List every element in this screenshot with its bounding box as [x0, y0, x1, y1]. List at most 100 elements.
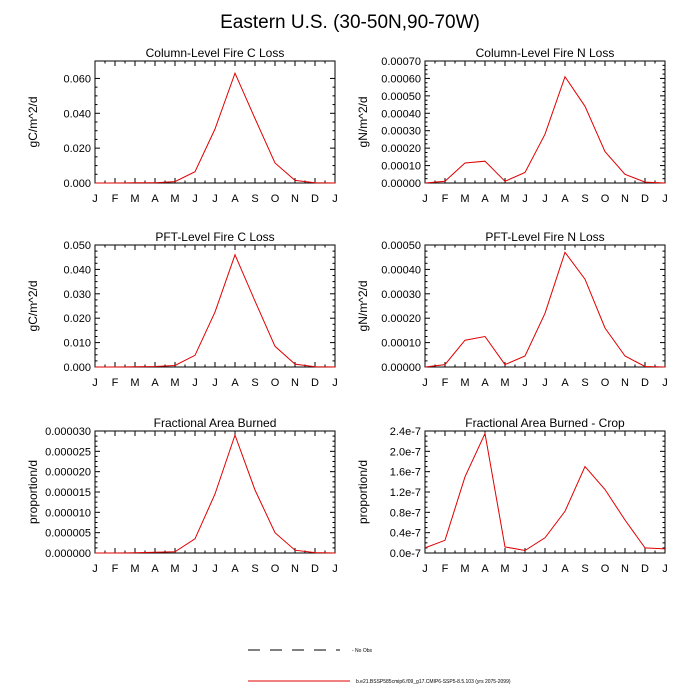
x-tick-label: M	[130, 563, 139, 575]
y-axis-label: proportion/d	[26, 460, 40, 524]
y-axis-label: gC/m^2/d	[26, 281, 40, 332]
y-tick-label: 0.010	[63, 338, 91, 350]
series-line	[95, 253, 336, 368]
plot-frame	[94, 430, 336, 554]
x-tick-label: S	[251, 377, 258, 389]
x-tick-label: N	[291, 563, 299, 575]
x-tick-label: S	[251, 563, 258, 575]
x-tick-label: A	[481, 377, 489, 389]
y-tick-label: 0.000025	[45, 446, 91, 458]
x-tick-label: A	[231, 193, 239, 205]
x-tick-label: J	[422, 193, 428, 205]
series-line	[95, 71, 336, 184]
x-tick-label: D	[641, 193, 649, 205]
plot-frame	[424, 60, 666, 184]
chart-title: PFT-Level Fire C Loss	[155, 230, 274, 244]
y-tick-label: 0.000030	[45, 426, 91, 438]
chart-title: Column-Level Fire C Loss	[146, 46, 285, 60]
x-tick-label: J	[422, 377, 428, 389]
chart-title: Column-Level Fire N Loss	[476, 46, 615, 60]
x-tick-label: J	[92, 377, 98, 389]
x-tick-label: D	[311, 193, 319, 205]
x-tick-label: J	[192, 377, 198, 389]
x-tick-label: M	[500, 563, 509, 575]
x-tick-label: J	[212, 563, 218, 575]
x-tick-label: S	[581, 193, 588, 205]
y-tick-label: 0.00020	[381, 143, 421, 155]
plot-frame	[424, 430, 666, 554]
x-tick-label: J	[332, 193, 338, 205]
x-tick-label: M	[460, 563, 469, 575]
x-tick-label: J	[522, 377, 528, 389]
x-tick-label: M	[460, 193, 469, 205]
y-tick-label: 0.00050	[381, 240, 421, 252]
x-tick-label: N	[621, 193, 629, 205]
chart-title: PFT-Level Fire N Loss	[485, 230, 604, 244]
y-tick-label: 0.000005	[45, 528, 91, 540]
y-tick-label: 0.4e-7	[390, 528, 421, 540]
x-tick-label: M	[500, 193, 509, 205]
x-tick-label: F	[112, 563, 119, 575]
x-tick-label: D	[641, 377, 649, 389]
x-tick-label: N	[621, 377, 629, 389]
y-axis-label: gN/m^2/d	[356, 281, 370, 332]
y-tick-label: 0.050	[63, 240, 91, 252]
x-tick-label: J	[542, 377, 548, 389]
y-tick-label: 0.00030	[381, 126, 421, 138]
y-tick-label: 0.00060	[381, 73, 421, 85]
y-tick-label: 0.030	[63, 289, 91, 301]
y-tick-label: 0.00000	[381, 362, 421, 374]
y-tick-label: 0.00040	[381, 264, 421, 276]
x-tick-label: F	[442, 193, 449, 205]
y-tick-label: 0.00020	[381, 313, 421, 325]
x-tick-label: J	[92, 193, 98, 205]
y-tick-label: 0.00010	[381, 338, 421, 350]
x-tick-label: S	[581, 377, 588, 389]
x-tick-label: S	[581, 563, 588, 575]
x-tick-label: J	[522, 193, 528, 205]
x-tick-label: J	[522, 563, 528, 575]
x-tick-label: J	[212, 193, 218, 205]
y-tick-label: 0.00040	[381, 108, 421, 120]
x-tick-label: J	[332, 377, 338, 389]
legend-model-label: b.e21.BSSP585cmip6.f09_g17.CMIP6-SSP5-8.…	[356, 679, 511, 685]
x-tick-label: O	[601, 193, 610, 205]
x-tick-label: O	[601, 563, 610, 575]
x-tick-label: A	[481, 193, 489, 205]
y-tick-label: 0.060	[63, 73, 91, 85]
x-tick-label: M	[500, 377, 509, 389]
plot-frame	[94, 60, 336, 184]
x-tick-label: J	[542, 193, 548, 205]
x-tick-label: J	[542, 563, 548, 575]
y-tick-label: 0.00030	[381, 289, 421, 301]
y-tick-label: 0.000010	[45, 507, 91, 519]
series-line	[424, 251, 666, 368]
x-tick-label: F	[112, 377, 119, 389]
x-tick-label: O	[271, 193, 280, 205]
x-tick-label: J	[422, 563, 428, 575]
y-tick-label: 0.000000	[45, 548, 91, 560]
x-tick-label: A	[231, 377, 239, 389]
x-tick-label: O	[601, 377, 610, 389]
plot-frame	[94, 244, 336, 368]
x-tick-label: M	[460, 377, 469, 389]
x-tick-label: M	[130, 377, 139, 389]
y-tick-label: 0.00050	[381, 91, 421, 103]
x-tick-label: J	[662, 377, 668, 389]
chart-title: Fractional Area Burned - Crop	[465, 416, 625, 430]
page-title: Eastern U.S. (30-50N,90-70W)	[220, 12, 480, 33]
y-tick-label: 0.00070	[381, 56, 421, 68]
x-tick-label: J	[332, 563, 338, 575]
y-tick-label: 0.00000	[381, 178, 421, 190]
x-tick-label: M	[170, 377, 179, 389]
y-axis-label: gN/m^2/d	[356, 97, 370, 148]
x-tick-label: J	[212, 377, 218, 389]
chart-title: Fractional Area Burned	[154, 416, 277, 430]
plot-frame	[424, 244, 666, 368]
x-tick-label: M	[130, 193, 139, 205]
